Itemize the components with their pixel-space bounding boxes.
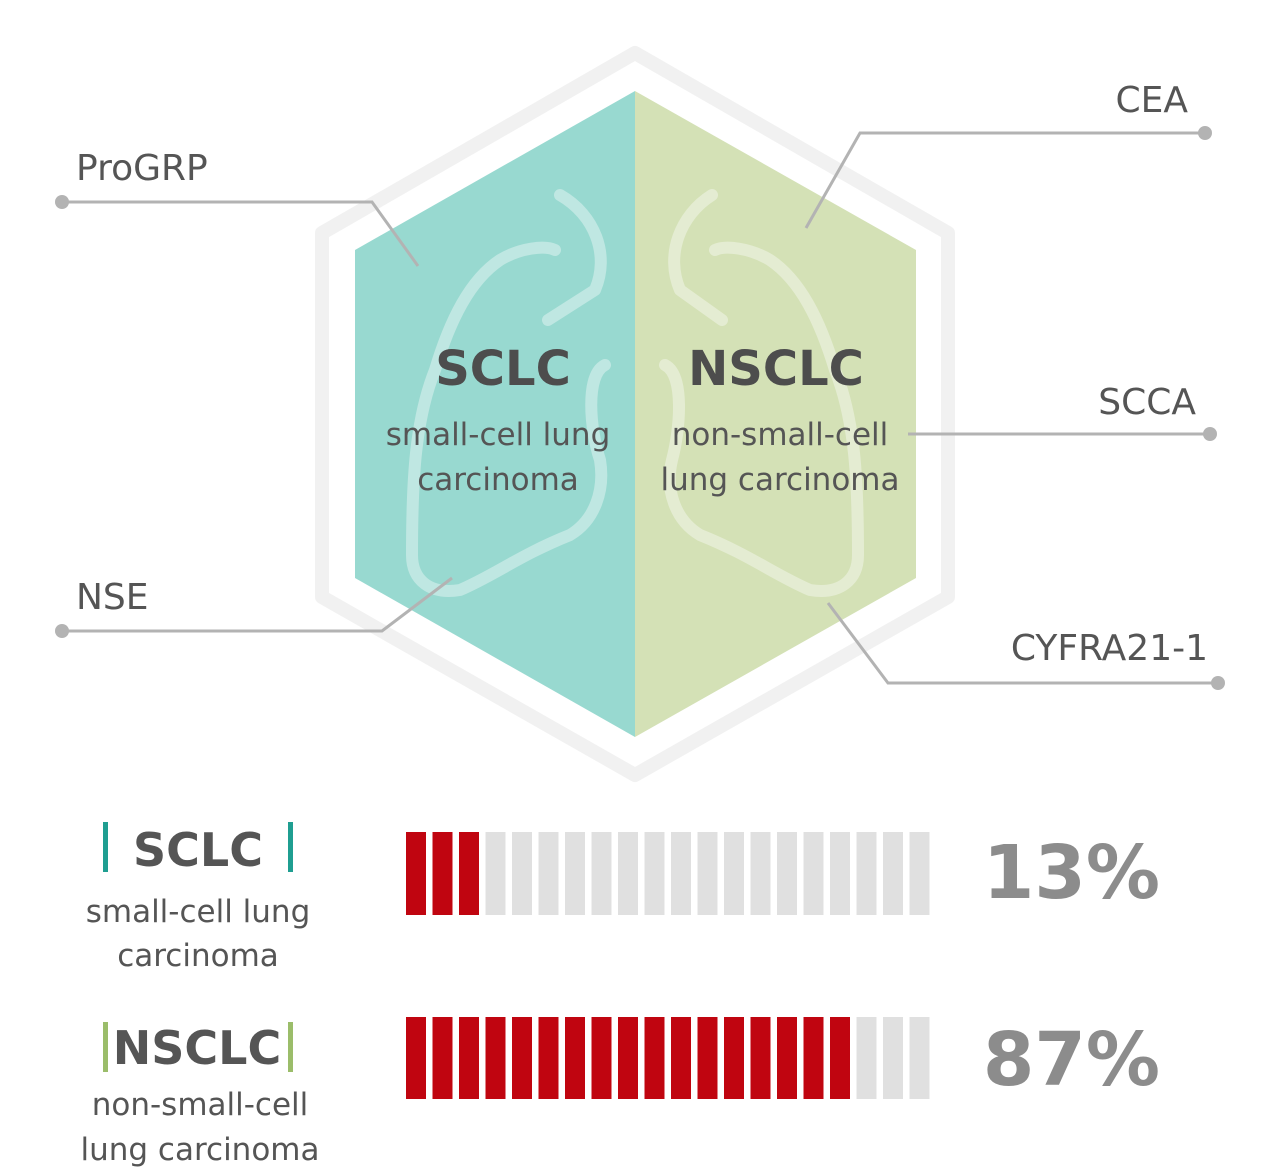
sclc-row-subtitle-line2: carcinoma <box>117 938 279 974</box>
bar-segment-empty <box>485 832 506 915</box>
bar-segment-empty <box>909 1017 930 1099</box>
bar-segment-filled <box>830 1017 850 1099</box>
nsclc-percentage-bar <box>406 1017 930 1099</box>
bar-segment-empty <box>830 832 850 915</box>
bar-segment-filled <box>406 832 426 915</box>
bar-segment-empty <box>883 832 903 915</box>
sclc-row-title: SCLC <box>133 823 263 877</box>
cea-callout-line <box>804 131 1205 229</box>
sclc-row-subtitle-line1: small-cell lung <box>86 894 311 930</box>
nsclc-hex-subtitle-line1: non-small-cell <box>672 417 889 453</box>
bar-segment-empty <box>856 1017 877 1099</box>
nsclc-row-accent-bar-left <box>103 1022 108 1072</box>
cea-callout-dot <box>1198 126 1212 140</box>
nsclc-hex-subtitle-line2: lung carcinoma <box>660 462 899 498</box>
nsclc-row-subtitle-line2: lung carcinoma <box>80 1132 319 1168</box>
progrp-label: ProGRP <box>76 148 208 189</box>
bar-segment-empty <box>777 832 797 915</box>
cyfra-label: CYFRA21-1 <box>1011 628 1208 669</box>
bar-segment-filled <box>432 832 453 915</box>
bar-segment-filled <box>644 1017 665 1099</box>
outer-hexagon-frame <box>315 46 955 782</box>
nsclc-row-subtitle-line1: non-small-cell <box>92 1087 309 1123</box>
scca-callout-dot <box>1203 427 1217 441</box>
bar-segment-filled <box>459 832 479 915</box>
bar-segment-filled <box>803 1017 824 1099</box>
bar-segment-empty <box>512 832 532 915</box>
sclc-row-accent-bar-right <box>288 822 293 872</box>
sclc-hex-subtitle-line2: carcinoma <box>417 462 579 498</box>
nse-callout-line <box>62 576 453 633</box>
bar-segment-filled <box>432 1017 453 1099</box>
cea-label: CEA <box>1115 80 1188 121</box>
bar-segment-empty <box>644 832 665 915</box>
bar-segment-filled <box>485 1017 506 1099</box>
bar-segment-filled <box>591 1017 612 1099</box>
sclc-row-accent-bar-left <box>103 822 108 872</box>
bar-segment-filled <box>618 1017 638 1099</box>
nsclc-row-title: NSCLC <box>113 1021 281 1075</box>
nsclc-row-accent-bar-right <box>288 1022 293 1072</box>
bar-segment-empty <box>856 832 877 915</box>
cyfra-callout-line <box>826 602 1218 685</box>
sclc-hex-title: SCLC <box>435 341 571 397</box>
bar-segment-filled <box>565 1017 585 1099</box>
lungs-icon <box>406 189 864 597</box>
sclc-hex-subtitle-line1: small-cell lung <box>386 417 611 453</box>
sclc-hexagon-half <box>355 91 635 737</box>
nsclc-percentage-label: 87% <box>983 1017 1160 1103</box>
bar-segment-empty <box>697 832 718 915</box>
bar-segment-empty <box>909 832 930 915</box>
nse-callout-dot <box>55 624 69 638</box>
bar-segment-filled <box>671 1017 691 1099</box>
sclc-percentage-bar <box>406 832 930 915</box>
bar-segment-filled <box>538 1017 559 1099</box>
sclc-percentage-label: 13% <box>983 830 1160 916</box>
nsclc-hex-title: NSCLC <box>688 341 864 397</box>
bar-segment-empty <box>803 832 824 915</box>
progrp-callout-line <box>62 200 420 267</box>
bar-segment-filled <box>750 1017 771 1099</box>
bar-segment-empty <box>591 832 612 915</box>
bar-segment-empty <box>618 832 638 915</box>
nsclc-hexagon-half <box>635 91 916 737</box>
bar-segment-filled <box>724 1017 744 1099</box>
progrp-callout-dot <box>55 195 69 209</box>
bar-segment-filled <box>406 1017 426 1099</box>
bar-segment-empty <box>883 1017 903 1099</box>
bar-segment-empty <box>724 832 744 915</box>
bar-segment-empty <box>565 832 585 915</box>
bar-segment-filled <box>512 1017 532 1099</box>
bar-segment-empty <box>671 832 691 915</box>
bar-segment-filled <box>777 1017 797 1099</box>
scca-label: SCCA <box>1098 382 1196 423</box>
bar-segment-empty <box>750 832 771 915</box>
cyfra-callout-dot <box>1211 676 1225 690</box>
bar-segment-filled <box>459 1017 479 1099</box>
bar-segment-empty <box>538 832 559 915</box>
nse-label: NSE <box>76 577 149 618</box>
bar-segment-filled <box>697 1017 718 1099</box>
